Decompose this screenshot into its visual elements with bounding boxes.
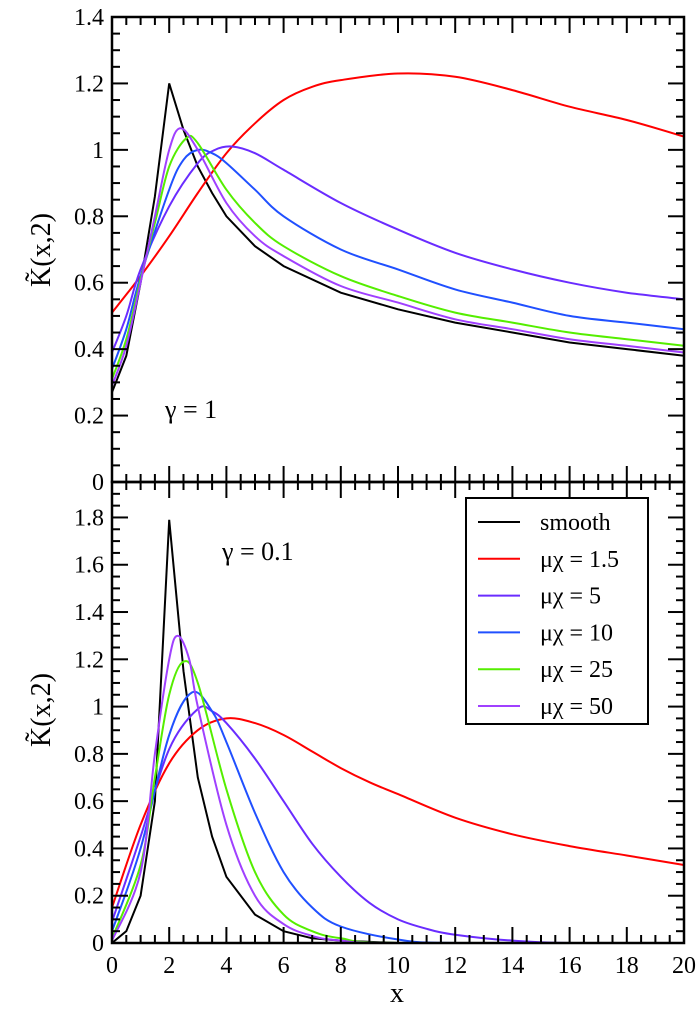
x-tick-label: 10 <box>386 953 410 979</box>
y-tick-label: 0 <box>92 470 104 496</box>
x-tick-label: 18 <box>615 953 639 979</box>
annotation-gamma-0.1: γ = 0.1 <box>221 537 294 566</box>
legend-label: μχ = 5 <box>540 584 601 610</box>
y-tick-label: 1.2 <box>74 71 104 97</box>
y-tick-label: 0.2 <box>74 404 104 430</box>
series--10 <box>111 148 685 370</box>
y-tick-label: 1 <box>92 138 104 164</box>
y-axis-label-top: K̃(x,2) <box>26 213 57 287</box>
x-tick-label: 2 <box>163 953 175 979</box>
y-tick-label: 0 <box>92 931 104 957</box>
y-tick-label: 1.4 <box>74 600 104 626</box>
x-tick-label: 4 <box>220 953 232 979</box>
y-tick-label: 0.8 <box>74 204 104 230</box>
legend: smooth μχ = 1.5 μχ = 5 μχ = 10 μχ = 25 μχ = 5… <box>465 497 649 725</box>
series-smooth <box>111 83 685 393</box>
y-axis-label-bottom: K̃(x,2) <box>26 673 57 747</box>
y-tick-label: 1.4 <box>74 5 104 31</box>
x-tick-label: 16 <box>558 953 582 979</box>
series--5 <box>111 705 684 945</box>
x-tick-label: 14 <box>500 953 524 979</box>
legend-label: μχ = 1.5 <box>540 547 619 573</box>
x-axis-label: x <box>390 978 404 1009</box>
y-tick-label: 0.6 <box>74 789 104 815</box>
y-tick-label: 1.8 <box>74 505 104 531</box>
panel-gamma-0.1: 0 2 4 6 8 10 12 14 16 18 20 0 0.2 0.4 0.6 0.8 1 1.2 1.4 1.6… <box>74 480 696 979</box>
series--5 <box>111 145 685 353</box>
y-tick-label: 1 <box>92 695 104 721</box>
legend-label: μχ = 10 <box>540 620 613 646</box>
panel-gamma-1: 0 0.2 0.4 0.6 0.8 1 1.2 1.4 <box>74 5 686 496</box>
legend-label: μχ = 50 <box>540 694 613 720</box>
y-tick-label: 0.8 <box>74 742 104 768</box>
x-tick-label: 20 <box>672 953 696 979</box>
x-tick-label: 8 <box>335 953 347 979</box>
x-tick-label: 0 <box>106 953 118 979</box>
legend-label: smooth <box>540 510 611 536</box>
y-tick-label: 0.4 <box>74 337 104 363</box>
y-tick-label: 1.6 <box>74 553 104 579</box>
series--1.5 <box>111 72 685 314</box>
y-tick-label: 0.2 <box>74 884 104 910</box>
y-tick-label: 1.2 <box>74 647 104 673</box>
series--50 <box>111 127 685 387</box>
y-tick-label: 0.4 <box>74 836 104 862</box>
legend-label: μχ = 25 <box>540 657 613 683</box>
annotation-gamma-1: γ = 1 <box>164 395 217 424</box>
y-tick-label: 0.6 <box>74 271 104 297</box>
x-tick-label: 6 <box>278 953 290 979</box>
x-tick-label: 12 <box>443 953 467 979</box>
series--1.5 <box>111 717 685 908</box>
